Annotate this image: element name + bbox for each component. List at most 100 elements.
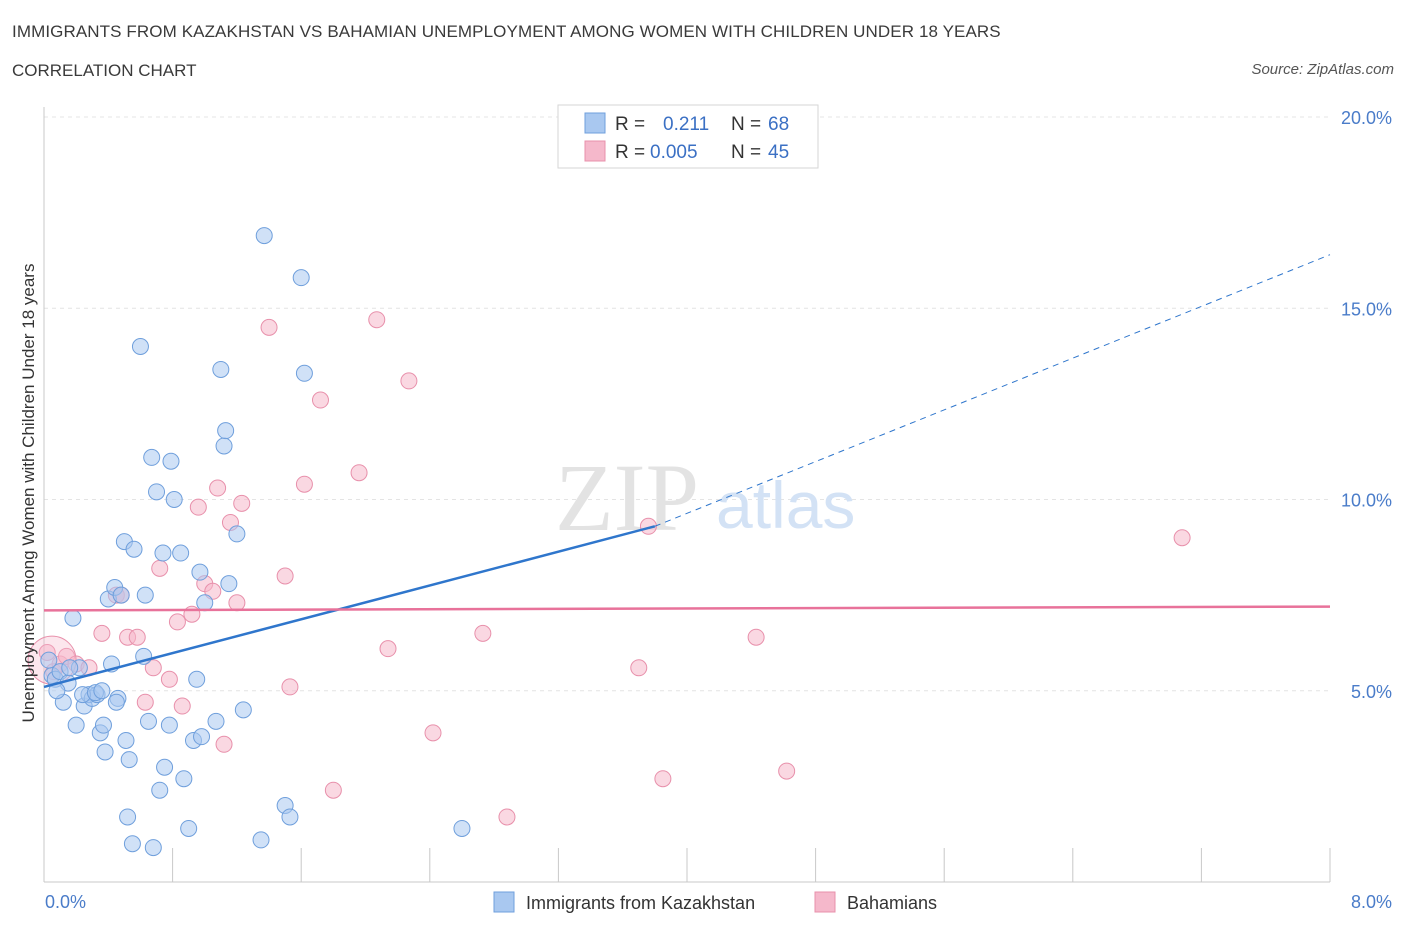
data-point-bahamians — [654, 770, 672, 788]
data-point-bahamians — [474, 624, 492, 642]
legend-swatch-bahamians — [584, 140, 606, 162]
data-point-kazakhstan — [96, 743, 114, 761]
data-point-kazakhstan — [255, 227, 273, 245]
correlation-legend: R = 0.211 N = 68 R = 0.005 N = 45 — [557, 104, 819, 169]
legend-n-value-kazakhstan: 68 — [768, 114, 789, 135]
data-point-bahamians — [1173, 529, 1191, 547]
data-point-kazakhstan — [220, 575, 238, 593]
legend-r-value-kazakhstan: 0.211 — [663, 114, 709, 135]
data-point-kazakhstan — [148, 483, 166, 501]
data-point-bahamians — [276, 567, 294, 585]
data-point-bahamians — [260, 318, 278, 336]
data-point-kazakhstan — [281, 808, 299, 826]
data-point-kazakhstan — [234, 701, 252, 719]
data-point-kazakhstan — [136, 586, 154, 604]
data-point-kazakhstan — [160, 716, 178, 734]
data-point-bahamians — [173, 697, 191, 715]
x-tick-label: 8.0% — [1351, 892, 1392, 912]
data-point-bahamians — [151, 559, 169, 577]
data-point-kazakhstan — [139, 712, 157, 730]
data-point-kazakhstan — [107, 693, 125, 711]
data-point-kazakhstan — [120, 751, 138, 769]
chart-subtitle: CORRELATION CHART — [12, 61, 197, 80]
tick-labels: 5.0% 10.0% 15.0% 20.0% 0.0% 8.0% — [45, 108, 1392, 912]
data-point-bahamians — [228, 594, 246, 612]
data-point-bahamians — [400, 372, 418, 390]
data-point-bahamians — [630, 659, 648, 677]
data-point-kazakhstan — [40, 651, 58, 669]
data-point-bahamians — [209, 479, 227, 497]
y-tick-label: 5.0% — [1351, 682, 1392, 702]
legend-n-value-bahamians: 45 — [768, 142, 789, 163]
data-point-kazakhstan — [125, 540, 143, 558]
data-point-bahamians — [324, 781, 342, 799]
data-point-bahamians — [498, 808, 516, 826]
data-point-kazakhstan — [93, 682, 111, 700]
data-point-kazakhstan — [295, 364, 313, 382]
data-point-kazakhstan — [123, 835, 141, 853]
legend-n-label: N = — [731, 142, 761, 163]
watermark-zip: ZIP — [555, 444, 699, 551]
data-point-kazakhstan — [180, 819, 198, 837]
data-point-kazakhstan — [191, 563, 209, 581]
trend-line-bahamians — [43, 605, 1331, 612]
data-point-kazakhstan — [156, 758, 174, 776]
data-point-kazakhstan — [64, 609, 82, 627]
data-point-kazakhstan — [154, 544, 172, 562]
data-point-bahamians — [379, 640, 397, 658]
data-point-kazakhstan — [212, 360, 230, 378]
data-point-kazakhstan — [252, 831, 270, 849]
data-point-bahamians — [144, 659, 162, 677]
data-point-bahamians — [295, 475, 313, 493]
y-axis-label: Unemployment Among Women with Children U… — [19, 264, 38, 723]
trend-line-kazakhstan-extension — [654, 254, 1331, 527]
data-point-bahamians — [215, 735, 233, 753]
data-point-kazakhstan — [117, 731, 135, 749]
source-label: Source: ZipAtlas.com — [1251, 61, 1394, 78]
series-legend: Immigrants from Kazakhstan Bahamians — [493, 891, 937, 913]
data-point-kazakhstan — [61, 659, 79, 677]
legend-r-label: R = — [615, 114, 645, 135]
y-tick-label: 20.0% — [1341, 108, 1392, 128]
data-point-kazakhstan — [193, 728, 211, 746]
chart-title: IMMIGRANTS FROM KAZAKHSTAN VS BAHAMIAN U… — [12, 22, 1001, 41]
data-point-kazakhstan — [188, 670, 206, 688]
watermark-atlas: atlas — [716, 468, 855, 542]
data-point-kazakhstan — [162, 452, 180, 470]
bottom-legend-swatch-bahamians — [814, 891, 836, 913]
data-point-kazakhstan — [228, 525, 246, 543]
axes — [43, 107, 1331, 883]
data-point-bahamians — [168, 613, 186, 631]
data-point-kazakhstan — [292, 269, 310, 287]
data-point-bahamians — [136, 693, 154, 711]
data-point-kazakhstan — [175, 770, 193, 788]
data-point-kazakhstan — [217, 422, 235, 440]
legend-swatch-kazakhstan — [584, 112, 606, 134]
data-point-kazakhstan — [165, 491, 183, 508]
data-point-bahamians — [128, 628, 146, 646]
y-tick-label: 15.0% — [1341, 299, 1392, 319]
data-point-kazakhstan — [215, 437, 233, 455]
data-point-bahamians — [778, 762, 796, 780]
legend-r-value-bahamians: 0.005 — [650, 142, 698, 163]
data-point-bahamians — [747, 628, 765, 646]
y-tick-label: 10.0% — [1341, 491, 1392, 511]
data-point-bahamians — [368, 311, 386, 329]
data-point-kazakhstan — [112, 586, 130, 604]
data-point-bahamians — [311, 391, 329, 409]
legend-n-label: N = — [731, 114, 761, 135]
data-point-bahamians — [350, 464, 368, 482]
legend-r-label: R = — [615, 142, 645, 163]
data-point-bahamians — [183, 605, 201, 623]
data-point-kazakhstan — [144, 839, 162, 857]
data-point-bahamians — [160, 670, 178, 688]
data-point-kazakhstan — [151, 781, 169, 799]
data-point-kazakhstan — [453, 819, 471, 837]
data-point-kazakhstan — [196, 594, 214, 612]
trend-line-kazakhstan — [43, 525, 656, 689]
x-tick-label: 0.0% — [45, 892, 86, 912]
bottom-legend-swatch-kazakhstan — [493, 891, 515, 913]
data-point-kazakhstan — [172, 544, 190, 562]
data-point-bahamians — [233, 494, 251, 512]
